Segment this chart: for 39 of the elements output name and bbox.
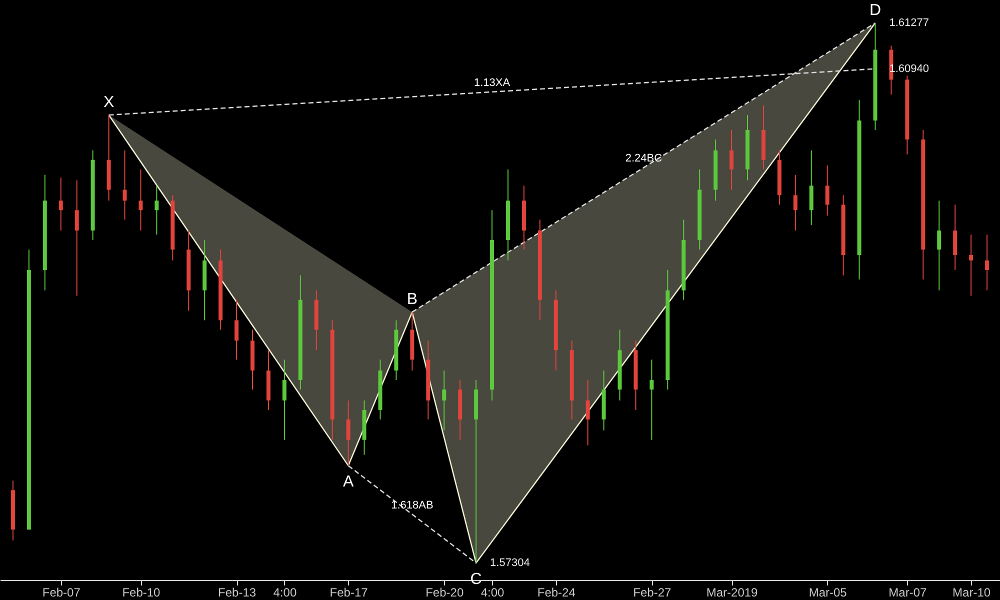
candlestick bbox=[74, 180, 79, 296]
candlestick bbox=[122, 150, 127, 220]
x-tick-label: Mar-2019 bbox=[706, 586, 758, 600]
x-tick-label: Feb-20 bbox=[426, 586, 464, 600]
annotation: 1.13XA bbox=[474, 76, 511, 89]
candlestick bbox=[138, 168, 143, 232]
candlestick bbox=[58, 177, 63, 232]
annotation: 1.61277 bbox=[889, 17, 930, 29]
candlestick bbox=[650, 359, 654, 440]
candlestick bbox=[825, 164, 830, 216]
candlestick bbox=[730, 129, 734, 190]
annotation: 2.24BC bbox=[625, 152, 662, 165]
x-tick-label: Feb-27 bbox=[633, 586, 672, 600]
annotation: A bbox=[342, 474, 354, 491]
annotation: 1.57304 bbox=[490, 557, 530, 569]
x-tick-label: Feb-10 bbox=[122, 586, 161, 600]
candlestick bbox=[586, 380, 590, 446]
candlestick bbox=[442, 370, 446, 431]
candlestick bbox=[154, 185, 159, 236]
x-tick-label: Feb-17 bbox=[330, 586, 368, 600]
x-tick-label: Feb-24 bbox=[537, 586, 576, 600]
x-tick-label: 4:00 bbox=[273, 586, 297, 600]
annotation: D bbox=[869, 2, 882, 19]
candlestick bbox=[346, 400, 350, 466]
candlestick bbox=[282, 359, 286, 440]
candlestick bbox=[793, 174, 798, 232]
x-tick-label: Feb-07 bbox=[42, 586, 81, 600]
candlestick bbox=[937, 200, 942, 291]
annotation: X bbox=[103, 94, 114, 112]
candlestick bbox=[234, 299, 239, 360]
x-tick-label: Mar-07 bbox=[888, 586, 928, 600]
x-tick-label: Mar-10 bbox=[952, 586, 991, 600]
annotation: 1.618AB bbox=[391, 499, 434, 512]
x-tick-label: Mar-05 bbox=[808, 586, 848, 600]
x-tick-label: 4:00 bbox=[480, 586, 505, 600]
candlestick bbox=[985, 234, 990, 291]
x-tick-label: Feb-13 bbox=[218, 586, 256, 600]
annotation: B bbox=[406, 291, 418, 308]
candlestick bbox=[969, 234, 974, 296]
